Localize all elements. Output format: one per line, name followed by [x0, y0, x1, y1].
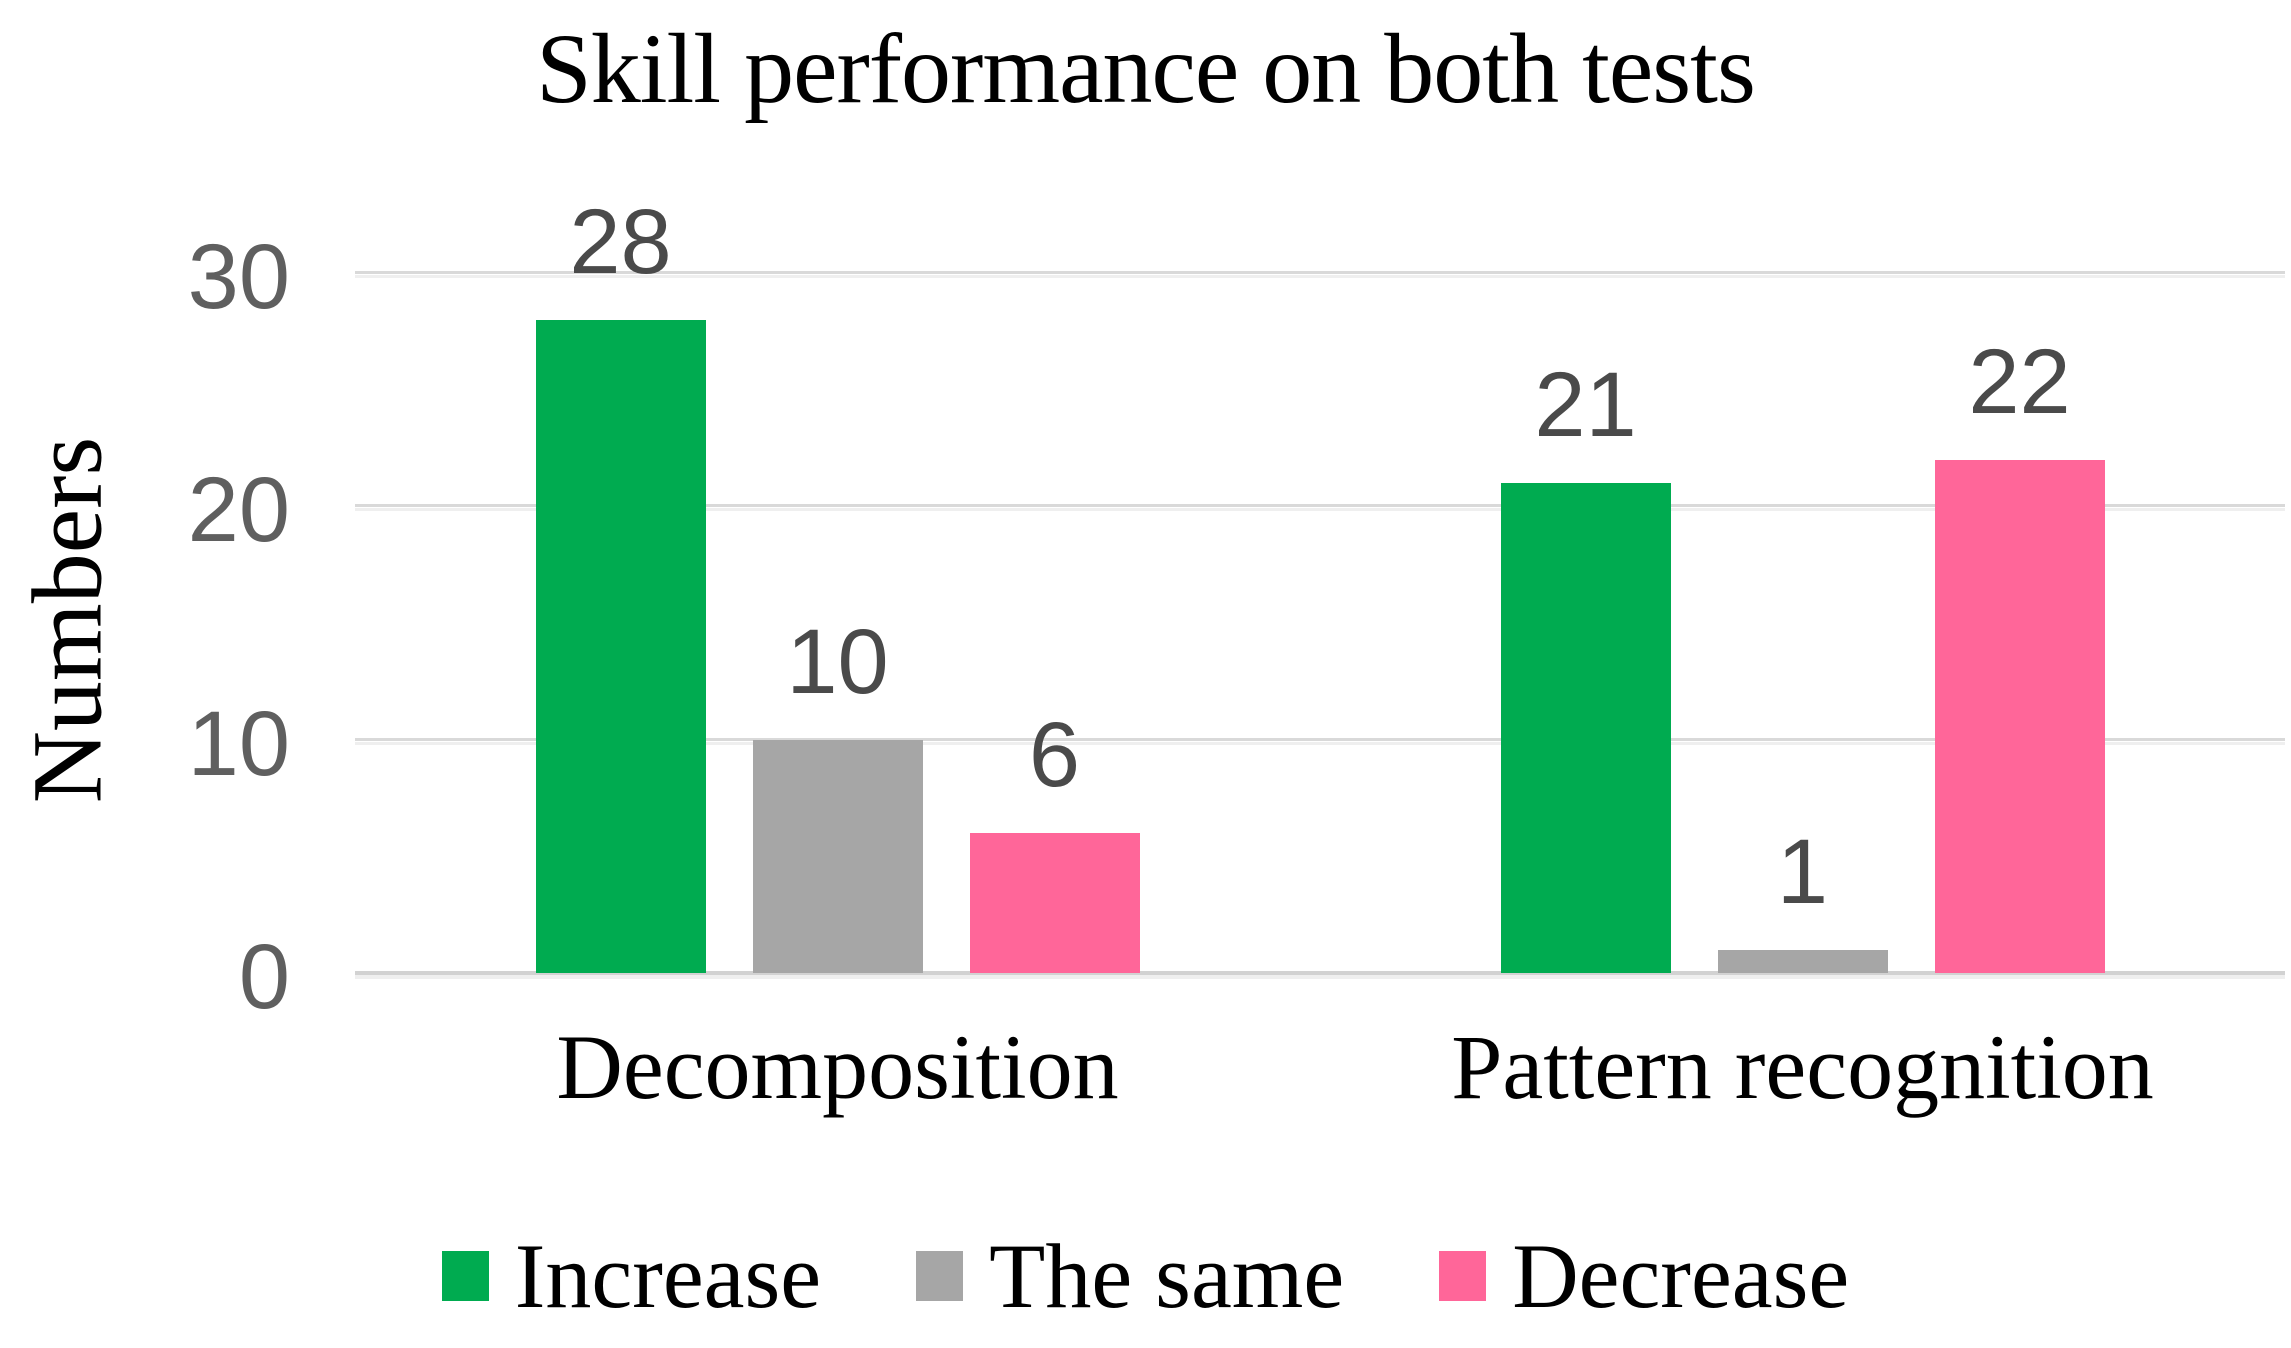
chart-title: Skill performance on both tests — [536, 13, 1756, 124]
bar-increase-pattern-recognition: 21 — [1500, 359, 1671, 973]
bar-group-decomposition: 28 10 6 — [355, 196, 1320, 973]
plot-area: 28 10 6 21 1 22 — [355, 196, 2285, 975]
y-tick-label-0: 0 — [238, 926, 290, 1028]
bar-the-same-pattern-recognition: 1 — [1717, 826, 1888, 973]
legend-swatch-the-same — [916, 1251, 964, 1301]
bar-the-same-decomposition: 10 — [752, 616, 923, 973]
bar-value-label: 22 — [1968, 330, 2071, 433]
x-axis-category-labels: Decomposition Pattern recognition — [355, 1015, 2285, 1121]
legend-item-decrease: Decrease — [1439, 1230, 1849, 1322]
y-tick-label-20: 20 — [187, 459, 290, 562]
gridline-10 — [355, 737, 2285, 741]
bar-group-pattern-recognition: 21 1 22 — [1320, 273, 2285, 973]
bar-decrease-decomposition: 6 — [969, 709, 1140, 973]
legend-swatch-increase — [441, 1251, 489, 1301]
x-category-label-pattern-recognition: Pattern recognition — [1451, 1016, 2154, 1118]
y-tick-label-30: 30 — [187, 226, 290, 328]
legend-swatch-decrease — [1439, 1251, 1487, 1301]
legend: Increase The same Decrease — [0, 1230, 2291, 1322]
legend-item-the-same: The same — [916, 1230, 1344, 1322]
bar-value-label: 10 — [786, 610, 889, 713]
x-category-label-decomposition: Decomposition — [556, 1016, 1119, 1118]
bar-value-label: 21 — [1534, 354, 1637, 456]
gridline-20 — [355, 504, 2285, 508]
bar-value-label: 6 — [1028, 704, 1081, 806]
legend-label-decrease: Decrease — [1512, 1225, 1850, 1327]
y-axis-title-container: Numbers — [0, 340, 135, 900]
bar-groups: 28 10 6 21 1 22 — [355, 196, 2285, 973]
gridline-0 — [355, 971, 2285, 975]
legend-item-increase: Increase — [441, 1225, 822, 1327]
bar-value-label: 28 — [569, 190, 672, 293]
gridline-30 — [355, 271, 2285, 274]
legend-label-the-same: The same — [989, 1225, 1345, 1327]
bar-increase-decomposition: 28 — [535, 196, 706, 973]
y-tick-label-10: 10 — [187, 692, 290, 795]
legend-label-increase: Increase — [514, 1225, 822, 1327]
bar-value-label: 1 — [1776, 820, 1829, 923]
bar-decrease-pattern-recognition: 22 — [1934, 336, 2105, 973]
